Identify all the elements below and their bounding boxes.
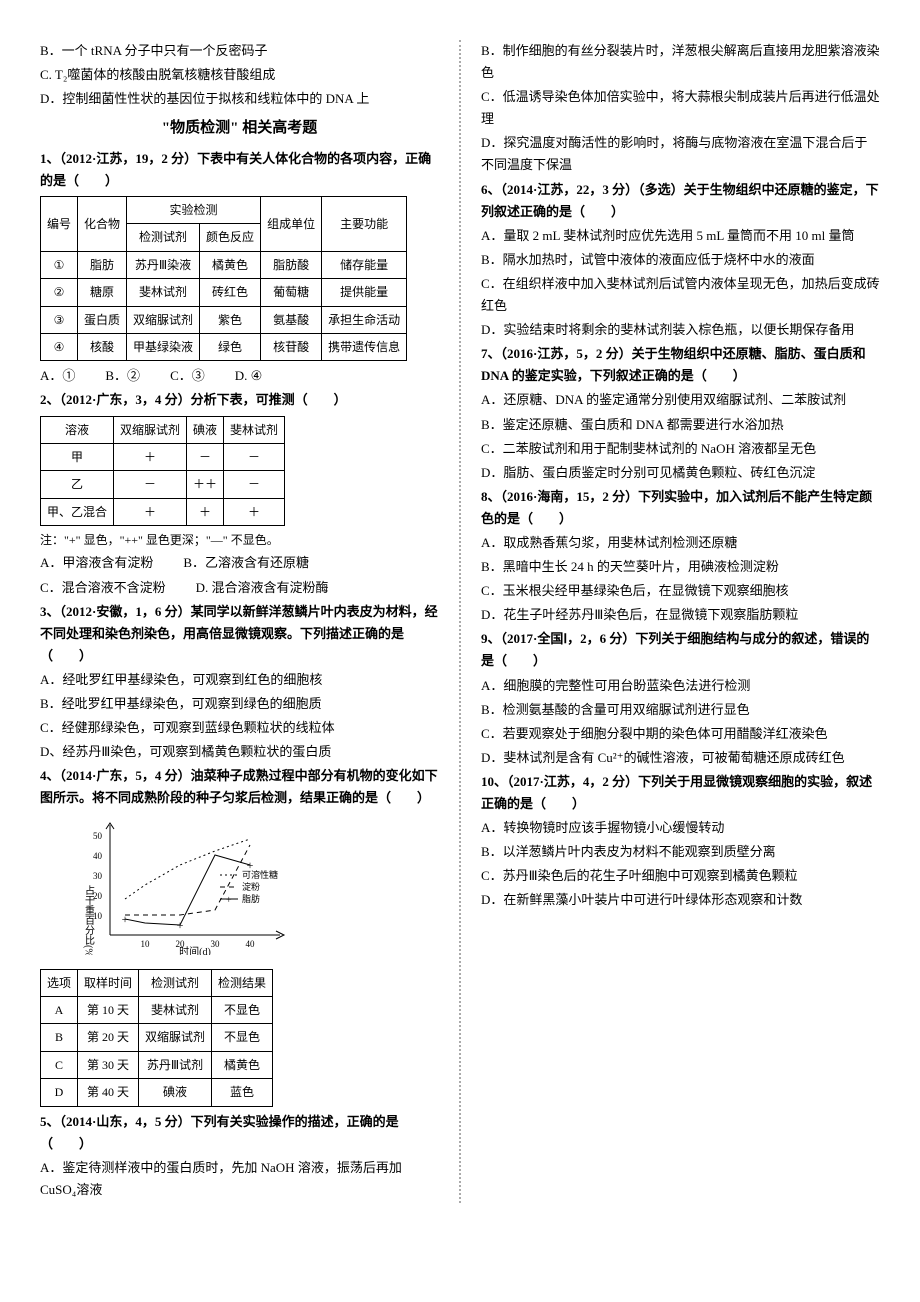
pre-option-c: C. T₂噬菌体的核酸由脱氧核糖核苷酸组成: [40, 64, 439, 86]
q3-b: B．经吡罗红甲基绿染色，可观察到绿色的细胞质: [40, 693, 439, 715]
svg-text:+: +: [122, 912, 129, 926]
q7-d: D．脂肪、蛋白质鉴定时分别可见橘黄色颗粒、砖红色沉淀: [481, 462, 880, 484]
table-row: A第 10 天斐林试剂不显色: [41, 996, 273, 1023]
left-column: B．一个 tRNA 分子中只有一个反密码子 C. T₂噬菌体的核酸由脱氧核糖核苷…: [40, 40, 439, 1203]
q1-a: A．①: [40, 365, 75, 387]
q9-b: B．检测氨基酸的含量可用双缩脲试剂进行显色: [481, 699, 880, 721]
q2-options-2: C．混合溶液不含淀粉 D. 混合溶液含有淀粉酶: [40, 577, 439, 599]
th-reagent: 检测试剂: [127, 224, 200, 251]
column-divider: [459, 40, 461, 1203]
q8-a: A．取成熟香蕉匀浆，用斐林试剂检测还原糖: [481, 532, 880, 554]
q7-b: B．鉴定还原糖、蛋白质和 DNA 都需要进行水浴加热: [481, 414, 880, 436]
q6-a: A．量取 2 mL 斐林试剂时应优先选用 5 mL 量筒而不用 10 ml 量筒: [481, 225, 880, 247]
q10-b: B．以洋葱鳞片叶内表皮为材料不能观察到质壁分离: [481, 841, 880, 863]
q10-a: A．转换物镜时应该手握物镜小心缓慢转动: [481, 817, 880, 839]
table-row: ②糖原斐林试剂砖红色葡萄糖提供能量: [41, 279, 407, 306]
q9-d: D．斐林试剂是含有 Cu²⁺的碱性溶液，可被葡萄糖还原成砖红色: [481, 747, 880, 769]
q9-a: A．细胞膜的完整性可用台盼蓝染色法进行检测: [481, 675, 880, 697]
svg-text:30: 30: [211, 939, 221, 949]
q1-b: B．②: [105, 365, 140, 387]
q2-stem: 2、（2012·广东，3，4 分）分析下表，可推测（ ）: [40, 389, 439, 411]
svg-text:40: 40: [93, 851, 103, 861]
q3-stem: 3、（2012·安徽，1，6 分）某同学以新鲜洋葱鳞片叶内表皮为材料，经不同处理…: [40, 601, 439, 667]
q10-stem: 10、（2017·江苏，4，2 分）下列关于用显微镜观察细胞的实验，叙述正确的是…: [481, 771, 880, 815]
q4-stem: 4、（2014·广东，5，4 分）油菜种子成熟过程中部分有机物的变化如下图所示。…: [40, 765, 439, 809]
th-unit: 组成单位: [261, 196, 322, 251]
q8-c: C．玉米根尖经甲基绿染色后，在显微镜下观察细胞核: [481, 580, 880, 602]
th-compound: 化合物: [78, 196, 127, 251]
q7-stem: 7、（2016·江苏，5，2 分）关于生物组织中还原糖、脂肪、蛋白质和 DNA …: [481, 343, 880, 387]
table-row: 甲、乙混合＋＋＋: [41, 498, 285, 525]
q10-d: D．在新鲜黑藻小叶装片中可进行叶绿体形态观察和计数: [481, 889, 880, 911]
q3-d: D、经苏丹Ⅲ染色，可观察到橘黄色颗粒状的蛋白质: [40, 741, 439, 763]
th-color: 颜色反应: [200, 224, 261, 251]
svg-text:30: 30: [93, 871, 103, 881]
q6-d: D．实验结束时将剩余的斐林试剂装入棕色瓶，以便长期保存备用: [481, 319, 880, 341]
q1-d: D. ④: [235, 365, 263, 387]
svg-text:时间(d): 时间(d): [179, 945, 211, 955]
table-row: 乙－＋＋－: [41, 471, 285, 498]
table-row: ③蛋白质双缩脲试剂紫色氨基酸承担生命活动: [41, 306, 407, 333]
table-row: B第 20 天双缩脲试剂不显色: [41, 1024, 273, 1051]
q1-table: 编号 化合物 实验检测 组成单位 主要功能 检测试剂 颜色反应 ①脂肪苏丹Ⅲ染液…: [40, 196, 407, 361]
q8-stem: 8、（2016·海南，15，2 分）下列实验中，加入试剂后不能产生特定颜色的是（…: [481, 486, 880, 530]
svg-text:20: 20: [93, 891, 103, 901]
q9-stem: 9、（2017·全国Ⅰ，2，6 分）下列关于细胞结构与成分的叙述，错误的是（ ）: [481, 628, 880, 672]
th-detect: 实验检测: [127, 196, 261, 223]
q2-d: D. 混合溶液含有淀粉酶: [196, 577, 329, 599]
svg-text:10: 10: [93, 911, 103, 921]
svg-text:+: +: [177, 918, 184, 932]
svg-text:50: 50: [93, 831, 103, 841]
q8-d: D．花生子叶经苏丹Ⅲ染色后，在显微镜下观察脂肪颗粒: [481, 604, 880, 626]
right-column: B．制作细胞的有丝分裂装片时，洋葱根尖解离后直接用龙胆紫溶液染色 C．低温诱导染…: [481, 40, 880, 1203]
svg-text:淀粉: 淀粉: [242, 881, 260, 892]
q5-a: A．鉴定待测样液中的蛋白质时，先加 NaOH 溶液，振荡后再加 CuSO₄溶液: [40, 1157, 439, 1201]
q3-a: A．经吡罗红甲基绿染色，可观察到红色的细胞核: [40, 669, 439, 691]
q4-table: 选项取样时间检测试剂检测结果 A第 10 天斐林试剂不显色 B第 20 天双缩脲…: [40, 969, 273, 1107]
table-row: ①脂肪苏丹Ⅲ染液橘黄色脂肪酸储存能量: [41, 251, 407, 278]
svg-text:+: +: [226, 895, 232, 906]
svg-text:脂肪: 脂肪: [242, 893, 260, 904]
q5-b: B．制作细胞的有丝分裂装片时，洋葱根尖解离后直接用龙胆紫溶液染色: [481, 40, 880, 84]
th-id: 编号: [41, 196, 78, 251]
q6-b: B．隔水加热时，试管中液体的液面应低于烧杯中水的液面: [481, 249, 880, 271]
q7-c: C．二苯胺试剂和用于配制斐林试剂的 NaOH 溶液都呈无色: [481, 438, 880, 460]
q2-a: A．甲溶液含有淀粉: [40, 552, 153, 574]
q1-options: A．① B．② C．③ D. ④: [40, 365, 439, 387]
table-row: 甲＋－－: [41, 443, 285, 470]
q1-c: C．③: [170, 365, 205, 387]
svg-text:可溶性糖: 可溶性糖: [242, 869, 278, 880]
q3-c: C．经健那绿染色，可观察到蓝绿色颗粒状的线粒体: [40, 717, 439, 739]
q8-b: B．黑暗中生长 24 h 的天竺葵叶片，用碘液检测淀粉: [481, 556, 880, 578]
q2-note: 注："+" 显色，"++" 显色更深；"—" 不显色。: [40, 530, 439, 550]
pre-option-b: B．一个 tRNA 分子中只有一个反密码子: [40, 40, 439, 62]
q2-table: 溶液双缩脲试剂碘液斐林试剂 甲＋－－ 乙－＋＋－ 甲、乙混合＋＋＋: [40, 416, 285, 527]
q1-stem: 1、（2012·江苏，19，2 分）下表中有关人体化合物的各项内容，正确的是（ …: [40, 148, 439, 192]
pre-option-d: D．控制细菌性性状的基因位于拟核和线粒体中的 DNA 上: [40, 88, 439, 110]
table-row: ④核酸甲基绿染液绿色核苷酸携带遗传信息: [41, 333, 407, 360]
q5-d: D．探究温度对酶活性的影响时，将酶与底物溶液在室温下混合后于不同温度下保温: [481, 132, 880, 176]
q5-c: C．低温诱导染色体加倍实验中，将大蒜根尖制成装片后再进行低温处理: [481, 86, 880, 130]
q7-a: A．还原糖、DNA 的鉴定通常分别使用双缩脲试剂、二苯胺试剂: [481, 389, 880, 411]
q10-c: C．苏丹Ⅲ染色后的花生子叶细胞中可观察到橘黄色颗粒: [481, 865, 880, 887]
svg-text:占干重百分比(%): 占干重百分比(%): [83, 884, 95, 955]
q5-stem: 5、（2014·山东，4，5 分）下列有关实验操作的描述，正确的是（ ）: [40, 1111, 439, 1155]
two-column-layout: B．一个 tRNA 分子中只有一个反密码子 C. T₂噬菌体的核酸由脱氧核糖核苷…: [40, 40, 880, 1203]
q9-c: C．若要观察处于细胞分裂中期的染色体可用醋酸洋红液染色: [481, 723, 880, 745]
th-func: 主要功能: [322, 196, 407, 251]
svg-text:10: 10: [141, 939, 151, 949]
table-row: C第 30 天苏丹Ⅲ试剂橘黄色: [41, 1051, 273, 1078]
q2-b: B．乙溶液含有还原糖: [183, 552, 309, 574]
q4-chart: 50 40 30 20 10 占干重百分比(%) 10 20 30 40 时间(…: [80, 815, 439, 962]
q2-options-1: A．甲溶液含有淀粉 B．乙溶液含有还原糖: [40, 552, 439, 574]
q6-c: C．在组织样液中加入斐林试剂后试管内液体呈现无色，加热后变成砖红色: [481, 273, 880, 317]
svg-text:40: 40: [246, 939, 256, 949]
table-row: D第 40 天碘液蓝色: [41, 1079, 273, 1106]
q2-c: C．混合溶液不含淀粉: [40, 577, 166, 599]
section-title: "物质检测" 相关高考题: [40, 116, 439, 142]
q6-stem: 6、（2014·江苏，22，3 分）（多选）关于生物组织中还原糖的鉴定，下列叙述…: [481, 179, 880, 223]
